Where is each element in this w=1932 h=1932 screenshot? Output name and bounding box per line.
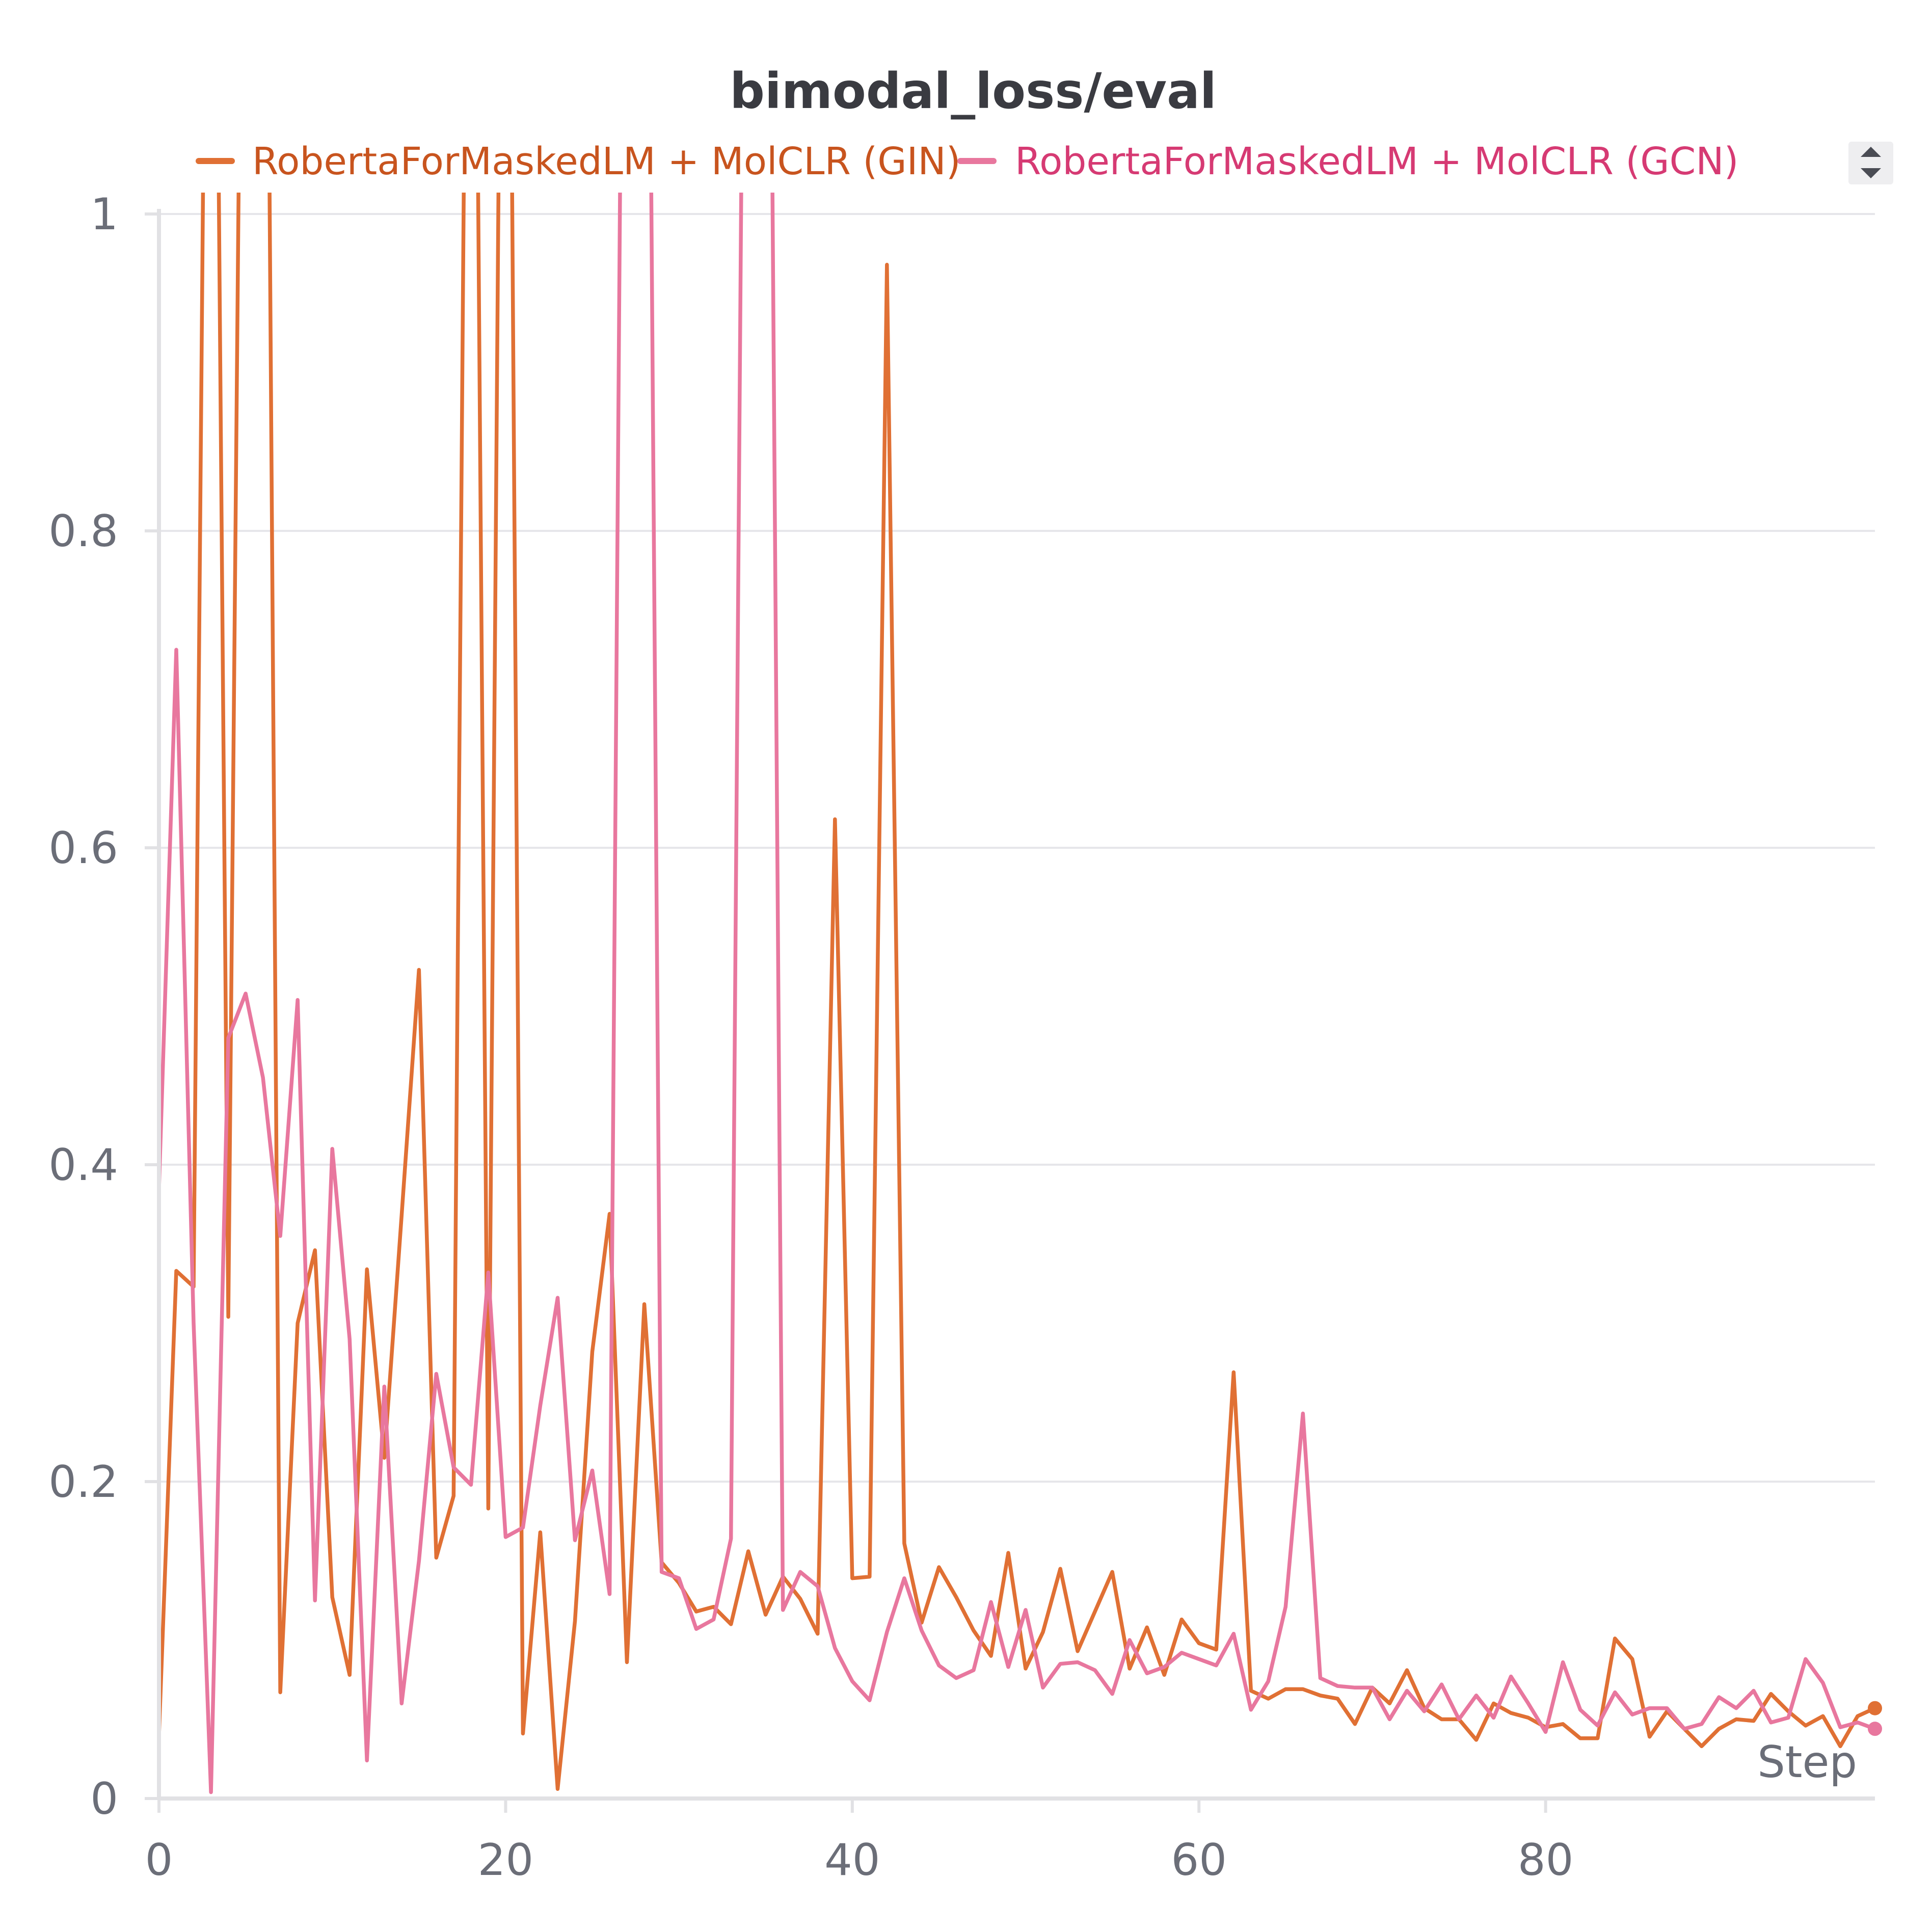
legend[interactable]: RobertaForMaskedLM + MolCLR (GIN) Robert…: [196, 140, 1739, 183]
series-endpoints: [1868, 1701, 1882, 1736]
legend-label-gin: RobertaForMaskedLM + MolCLR (GIN): [252, 140, 961, 183]
chart-title: bimodal_loss/eval: [730, 63, 1217, 120]
chevron-down-icon[interactable]: [1861, 168, 1881, 178]
legend-label-gcn: RobertaForMaskedLM + MolCLR (GCN): [1015, 140, 1739, 183]
x-axis-ticks: 0 20 40 60 80: [145, 1799, 1573, 1886]
series-line-gin: [157, 193, 1877, 1791]
x-tick-label: 40: [824, 1835, 880, 1886]
x-tick-label: 0: [145, 1835, 173, 1886]
x-tick-label: 80: [1518, 1835, 1573, 1886]
y-tick-label: 0: [90, 1774, 118, 1824]
legend-scroll-control[interactable]: [1848, 142, 1893, 184]
series-line-gcn: [157, 193, 1877, 1794]
y-tick-label: 0.4: [48, 1140, 118, 1191]
y-tick-label: 0.6: [48, 823, 118, 874]
gridlines: [159, 213, 1875, 1483]
y-axis-ticks: 0 0.2 0.4 0.6 0.8 1: [48, 189, 159, 1824]
series-endpoint-gin: [1868, 1701, 1882, 1715]
y-tick-label: 0.8: [48, 506, 118, 557]
x-tick-label: 20: [478, 1835, 533, 1886]
series-endpoint-gcn: [1868, 1722, 1882, 1736]
y-tick-label: 0.2: [48, 1457, 118, 1508]
chevron-up-icon[interactable]: [1861, 147, 1881, 157]
series-lines: [157, 193, 1877, 1794]
y-tick-label: 1: [90, 189, 118, 240]
legend-scroll-background: [1848, 142, 1893, 184]
x-tick-label: 60: [1171, 1835, 1226, 1886]
x-axis-label: Step: [1757, 1737, 1857, 1788]
